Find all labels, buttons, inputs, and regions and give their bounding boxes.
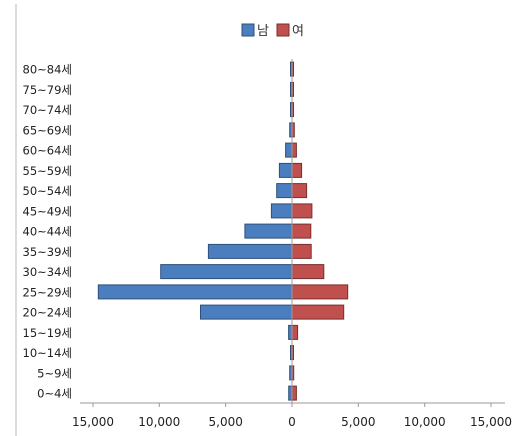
y-tick-label: 60~64세 (23, 144, 72, 158)
bar-female (291, 324, 299, 340)
y-tick-label: 35~39세 (23, 245, 72, 259)
legend-item-female: 여 (276, 23, 304, 39)
bar-male (97, 284, 293, 300)
x-tick-label: 15,000 (72, 415, 114, 429)
bar-female (291, 162, 303, 178)
x-tick-label: 0 (288, 415, 296, 429)
y-tick-label: 20~24세 (23, 306, 72, 320)
bar-female (291, 203, 313, 219)
bar-female (291, 385, 297, 401)
y-tick-label: 70~74세 (23, 103, 72, 117)
bar-female (291, 304, 345, 320)
bar-male (160, 264, 293, 280)
bar-male (270, 203, 293, 219)
bar-male (278, 162, 293, 178)
bar-male (288, 324, 293, 340)
y-tick-label: 65~69세 (23, 123, 72, 137)
legend-swatch-female (276, 23, 290, 37)
bar-female (291, 243, 312, 259)
bar-male (207, 243, 293, 259)
x-axis-ticks: 15,000 10,000 5,000 0 5,000 10,000 15,000 (72, 403, 512, 429)
bar-female (291, 142, 297, 158)
y-tick-label: 40~44세 (23, 225, 72, 239)
legend-label-female: 여 (292, 24, 304, 39)
legend-swatch-male (241, 23, 255, 37)
bar-female (291, 183, 308, 199)
y-tick-label: 5~9세 (37, 366, 72, 380)
bar-female (291, 264, 325, 280)
legend: 남 여 (241, 23, 304, 39)
x-tick-label: 15,000 (470, 415, 512, 429)
y-tick-label: 25~29세 (23, 285, 72, 299)
x-tick-label: 5,000 (341, 415, 375, 429)
y-tick-label: 75~79세 (23, 83, 72, 97)
bar-male (285, 142, 293, 158)
y-tick-label: 30~34세 (23, 265, 72, 279)
legend-label-male: 남 (257, 24, 269, 39)
bar-female (291, 284, 349, 300)
y-tick-label: 10~14세 (23, 346, 72, 360)
y-tick-label: 50~54세 (23, 184, 72, 198)
bar-male (200, 304, 293, 320)
y-tick-label: 0~4세 (37, 387, 72, 401)
x-tick-label: 10,000 (138, 415, 180, 429)
bars (97, 61, 349, 401)
y-tick-label: 80~84세 (23, 63, 72, 77)
y-tick-label: 45~49세 (23, 204, 72, 218)
y-tick-label: 15~19세 (23, 326, 72, 340)
bar-male (276, 183, 293, 199)
legend-item-male: 남 (241, 23, 269, 39)
x-tick-label: 10,000 (404, 415, 446, 429)
bar-female (291, 223, 312, 239)
bar-male (244, 223, 293, 239)
y-tick-label: 55~59세 (23, 164, 72, 178)
y-axis-labels: 80~84세 75~79세 70~74세 65~69세 60~64세 55~59세 50~5… (23, 63, 72, 401)
x-tick-label: 5,000 (209, 415, 243, 429)
